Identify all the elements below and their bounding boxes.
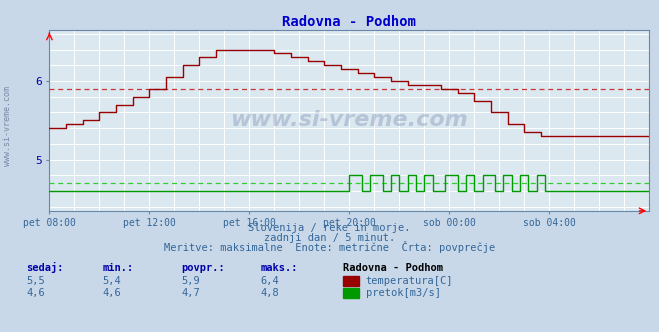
Text: pretok[m3/s]: pretok[m3/s]: [366, 288, 441, 298]
Text: sedaj:: sedaj:: [26, 262, 64, 273]
Text: 4,6: 4,6: [102, 288, 121, 298]
Title: Radovna - Podhom: Radovna - Podhom: [282, 15, 416, 29]
Text: zadnji dan / 5 minut.: zadnji dan / 5 minut.: [264, 233, 395, 243]
Text: 4,7: 4,7: [181, 288, 200, 298]
Text: www.si-vreme.com: www.si-vreme.com: [231, 110, 468, 130]
Text: 5,4: 5,4: [102, 276, 121, 286]
Text: temperatura[C]: temperatura[C]: [366, 276, 453, 286]
Text: 4,8: 4,8: [260, 288, 279, 298]
Text: 4,6: 4,6: [26, 288, 45, 298]
Text: povpr.:: povpr.:: [181, 263, 225, 273]
Text: Meritve: maksimalne  Enote: metrične  Črta: povprečje: Meritve: maksimalne Enote: metrične Črta…: [164, 241, 495, 253]
Text: 5,9: 5,9: [181, 276, 200, 286]
Text: Radovna - Podhom: Radovna - Podhom: [343, 263, 443, 273]
Text: 6,4: 6,4: [260, 276, 279, 286]
Text: Slovenija / reke in morje.: Slovenija / reke in morje.: [248, 223, 411, 233]
Text: maks.:: maks.:: [260, 263, 298, 273]
Text: www.si-vreme.com: www.si-vreme.com: [3, 86, 13, 166]
Text: min.:: min.:: [102, 263, 133, 273]
Text: 5,5: 5,5: [26, 276, 45, 286]
